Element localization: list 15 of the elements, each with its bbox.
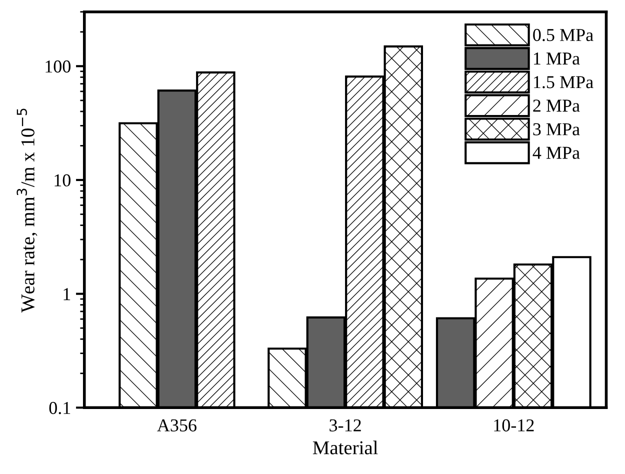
y-tick-label: 100 [46, 60, 70, 73]
legend-label: 1 MPa [534, 52, 580, 65]
x-tick-label: 10-12 [494, 419, 534, 432]
y-tick-label: 10 [54, 174, 70, 186]
legend-label: 3 MPa [533, 123, 580, 136]
y-tick-label: 1 [64, 288, 70, 300]
x-tick-label: 3-12 [330, 419, 361, 432]
legend-label: 0.5 MPa [533, 28, 594, 42]
y-axis-title: Wear rate, mm$^{3}$/m x 10$^{−5}$ [16, 108, 38, 313]
x-axis-title: Material [312, 440, 378, 454]
x-tick-label: A356 [157, 419, 196, 432]
legend-label: 1.5 MPa [534, 76, 594, 88]
legend-label: 2 MPa [533, 100, 580, 112]
y-tick-label: 0.1 [49, 402, 70, 414]
legend-label: 4 MPa [532, 146, 580, 159]
